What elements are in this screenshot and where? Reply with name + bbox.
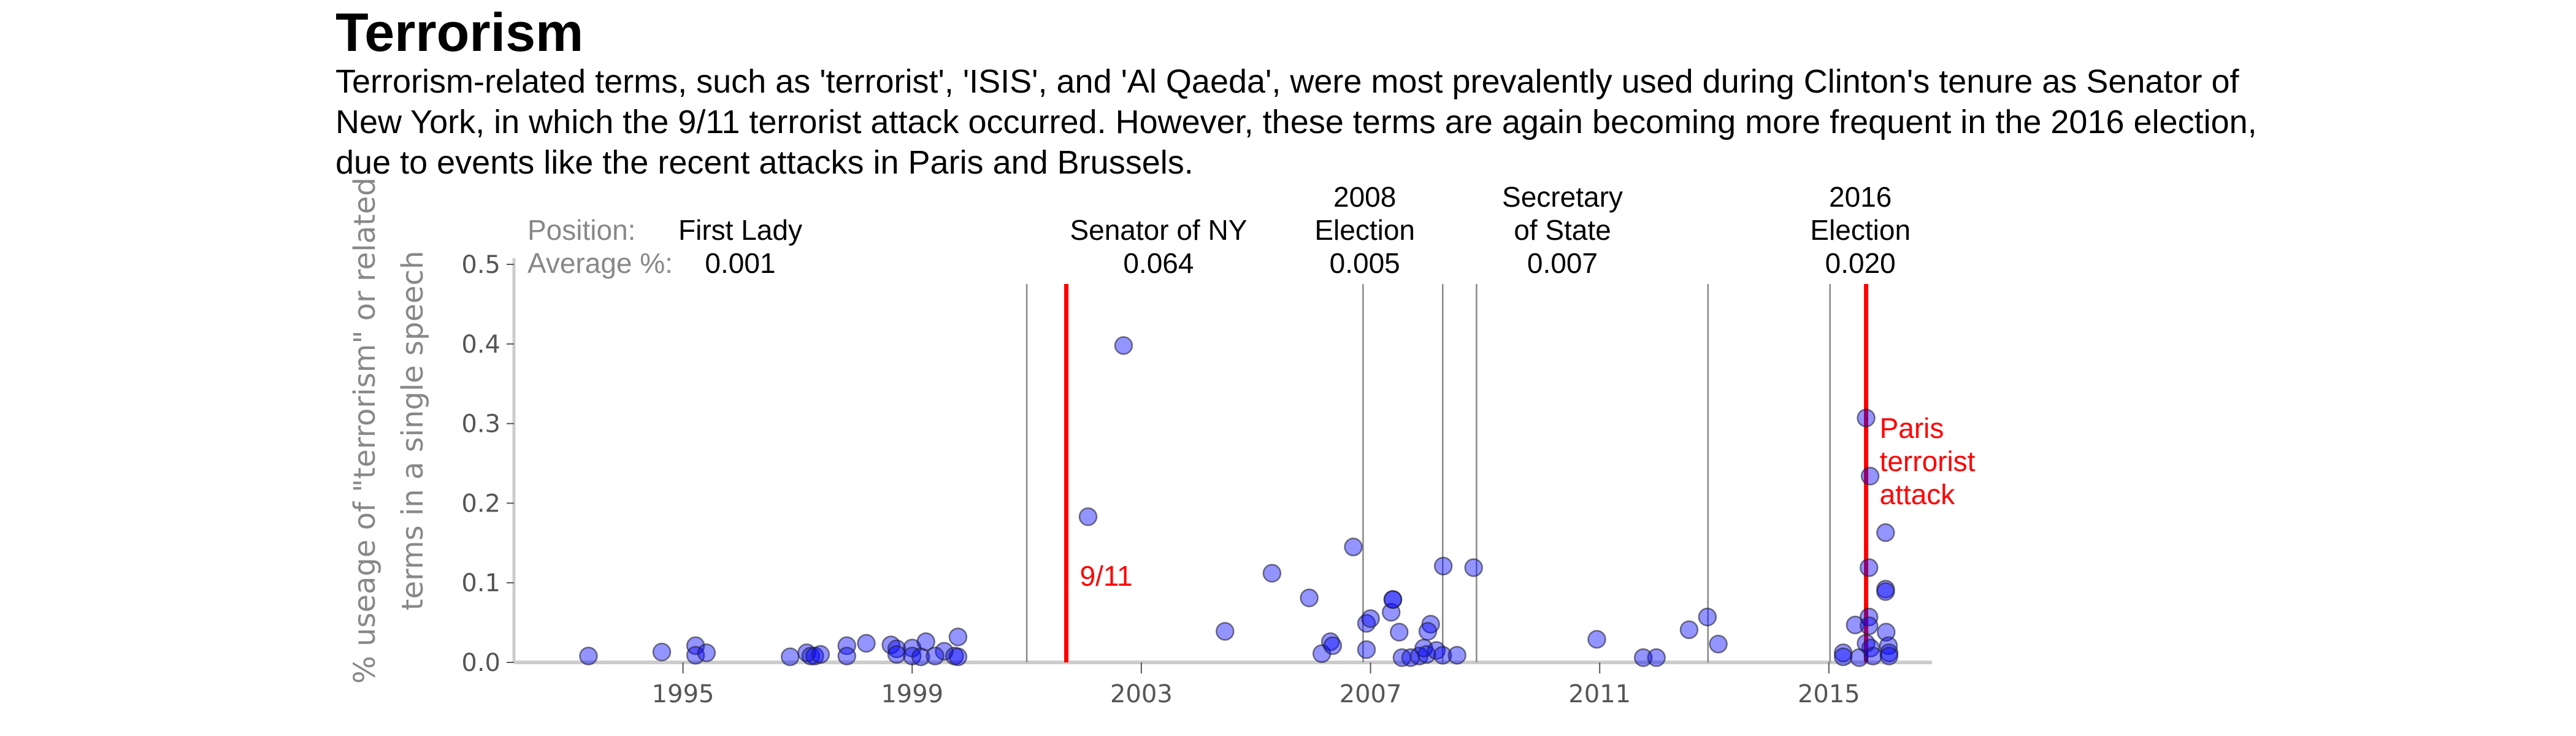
data-point xyxy=(811,645,830,664)
period-name: of State xyxy=(1514,214,1611,246)
y-axis-label: % useage of "terrorism" or related xyxy=(348,177,382,684)
chart-title: Terrorism xyxy=(335,2,584,63)
data-point xyxy=(652,642,672,662)
data-point xyxy=(1323,636,1343,655)
event-label: 9/11 xyxy=(1080,560,1133,592)
x-tick-label: 1995 xyxy=(652,680,715,708)
data-point xyxy=(579,646,598,665)
data-point xyxy=(1876,582,1895,601)
period-average: 0.001 xyxy=(705,247,775,279)
data-point xyxy=(1433,556,1453,576)
data-point xyxy=(1879,636,1898,655)
data-point xyxy=(1344,537,1363,557)
data-point xyxy=(1383,590,1403,609)
data-point xyxy=(1114,336,1133,355)
data-point xyxy=(697,643,716,662)
data-point xyxy=(948,627,968,646)
y-tick-label: 0.2 xyxy=(461,489,500,518)
period-name: Election xyxy=(1314,214,1415,246)
period-name: 2016 xyxy=(1829,181,1892,213)
data-point xyxy=(935,642,954,661)
data-point xyxy=(1877,623,1896,642)
data-point xyxy=(1857,408,1876,427)
x-tick-label: 1999 xyxy=(881,680,943,708)
period-name: 2008 xyxy=(1333,181,1396,213)
data-point xyxy=(1846,615,1865,635)
x-tick-label: 2015 xyxy=(1798,680,1860,708)
data-point xyxy=(837,646,856,665)
data-point xyxy=(1876,523,1895,542)
data-point xyxy=(1361,609,1380,628)
data-point xyxy=(1833,647,1853,667)
data-point xyxy=(1357,640,1376,659)
x-tick-label: 2003 xyxy=(1110,680,1173,708)
y-tick-label: 0.4 xyxy=(461,331,500,359)
y-tick-label: 0.5 xyxy=(461,251,500,279)
x-tick-label: 2011 xyxy=(1568,680,1631,708)
period-average: 0.020 xyxy=(1825,247,1896,279)
data-point xyxy=(1417,645,1436,664)
y-tick-label: 0.0 xyxy=(461,649,500,677)
average-header: Average %: xyxy=(527,247,673,279)
event-label: terrorist xyxy=(1880,445,1976,477)
period-name: Senator of NY xyxy=(1070,214,1247,246)
chart-description: Terrorism-related terms, such as 'terror… xyxy=(335,63,2257,181)
y-tick-label: 0.1 xyxy=(461,569,500,597)
data-point xyxy=(1859,558,1879,577)
data-point xyxy=(1418,622,1438,641)
x-tick-label: 2007 xyxy=(1340,680,1402,708)
data-point xyxy=(1078,507,1098,526)
data-point xyxy=(686,636,705,655)
event-label: attack xyxy=(1880,478,1956,510)
data-point xyxy=(1633,648,1653,667)
period-name: Secretary xyxy=(1502,181,1623,213)
period-name: First Lady xyxy=(678,214,802,246)
y-tick-label: 0.3 xyxy=(461,410,500,439)
event-label: Paris xyxy=(1880,412,1944,444)
data-point xyxy=(1587,630,1606,649)
data-point xyxy=(1464,558,1483,577)
period-average: 0.007 xyxy=(1527,247,1598,279)
data-point xyxy=(926,646,945,665)
data-point xyxy=(1709,634,1728,654)
data-point xyxy=(1679,620,1699,640)
data-point xyxy=(1433,646,1452,665)
data-point xyxy=(1863,646,1883,665)
data-point xyxy=(1859,616,1879,635)
y-axis-label: terms in a single speech xyxy=(396,251,430,611)
data-point xyxy=(948,647,968,667)
data-point xyxy=(1647,648,1666,667)
data-point xyxy=(837,636,856,655)
data-point xyxy=(857,634,876,653)
period-name: Election xyxy=(1810,214,1911,246)
data-point xyxy=(911,647,930,667)
data-point xyxy=(1698,607,1717,627)
data-point xyxy=(1389,623,1409,642)
data-point xyxy=(1216,622,1235,641)
data-point xyxy=(887,639,907,659)
data-point xyxy=(1879,646,1899,665)
period-average: 0.005 xyxy=(1330,247,1400,279)
period-average: 0.064 xyxy=(1123,247,1194,279)
data-point xyxy=(1300,588,1319,608)
data-point xyxy=(1860,467,1880,486)
data-point xyxy=(1447,646,1466,665)
data-point xyxy=(887,645,907,664)
data-point xyxy=(1262,564,1282,583)
data-point xyxy=(686,646,705,665)
position-header: Position: xyxy=(527,214,635,246)
data-point xyxy=(781,647,800,667)
